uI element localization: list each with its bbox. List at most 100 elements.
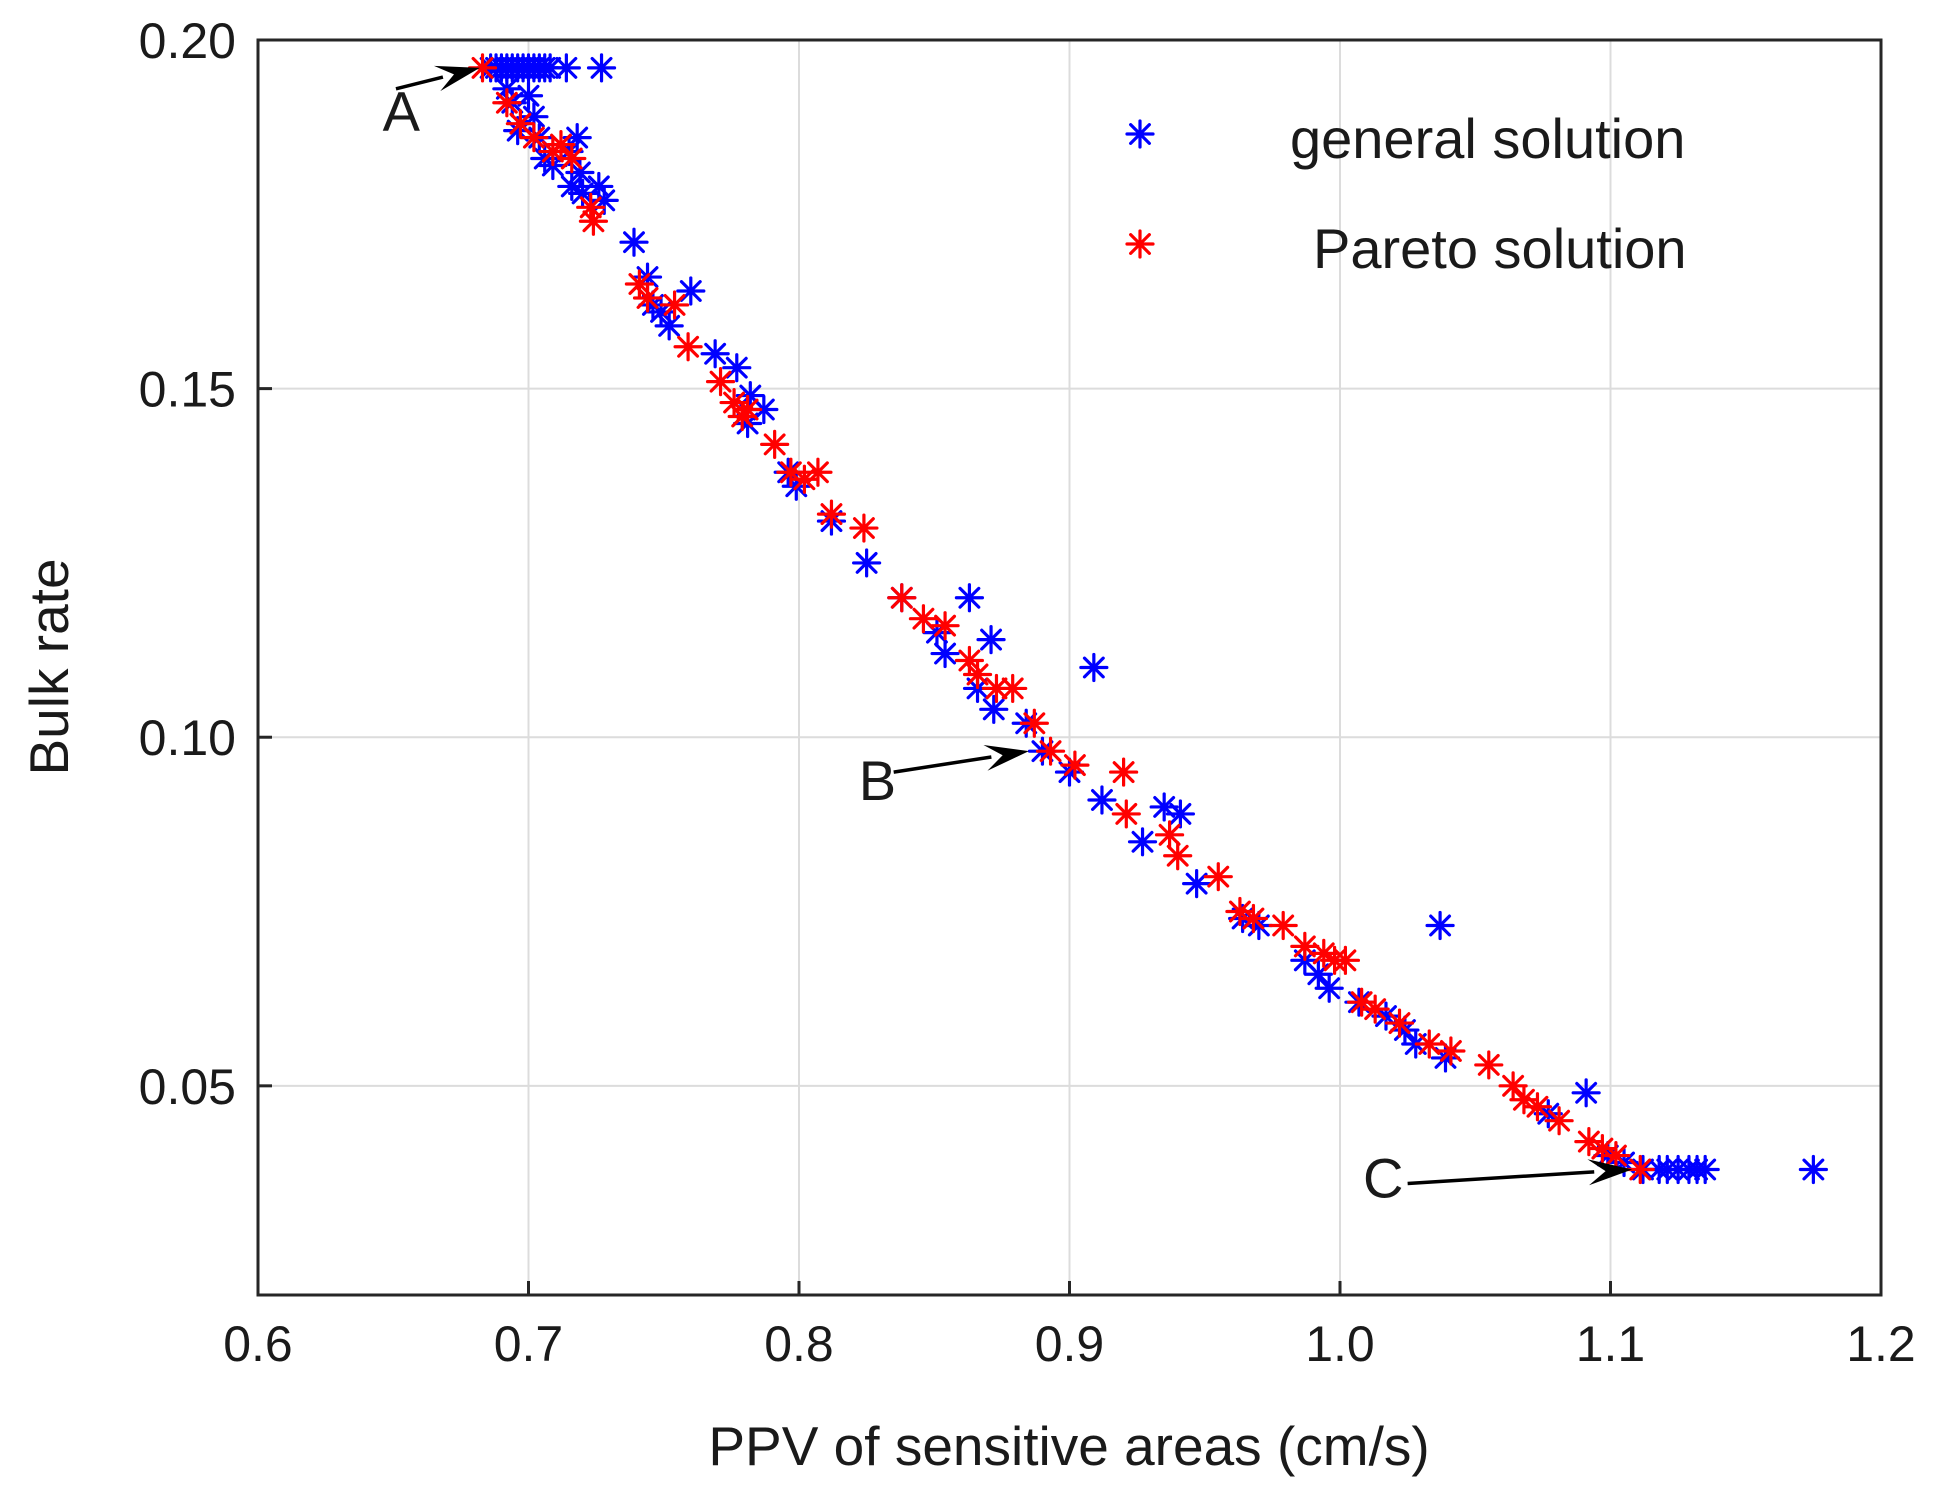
annotation-label: A: [383, 80, 421, 143]
data-point: [722, 353, 752, 383]
legend-asterisk: [1125, 229, 1155, 259]
data-series: [467, 53, 1828, 1185]
data-point: [1509, 1085, 1539, 1115]
legend-label-pareto-solution: Pareto solution: [1313, 217, 1687, 280]
annotation-arrowhead: [983, 745, 1029, 771]
legend-asterisk: [1125, 119, 1155, 149]
y-tick-label: 0.15: [139, 362, 236, 418]
legend: general solution Pareto solution: [1125, 107, 1687, 280]
data-point: [1019, 708, 1049, 738]
data-point: [1574, 1127, 1604, 1157]
data-point: [1225, 896, 1255, 927]
data-point: [492, 88, 522, 118]
annotation-arrowhead: [433, 65, 480, 92]
x-tick-label: 0.7: [494, 1316, 564, 1372]
annotation-arrow-shaft: [893, 755, 992, 774]
x-tick-label: 1.1: [1576, 1316, 1646, 1372]
legend-marker-pareto-solution: [1125, 229, 1155, 259]
data-point: [586, 53, 617, 83]
data-point: [976, 625, 1006, 655]
data-point: [1238, 903, 1269, 934]
data-point: [887, 583, 917, 613]
data-point: [1571, 1078, 1601, 1108]
x-tick-label: 1.0: [1305, 1316, 1375, 1372]
x-axis-title: PPV of sensitive areas (cm/s): [708, 1415, 1429, 1477]
annotation-b: B: [859, 745, 1029, 812]
data-point: [1544, 1106, 1574, 1136]
data-point: [1436, 1036, 1466, 1066]
data-point: [1798, 1154, 1828, 1185]
y-tick-label: 0.05: [139, 1059, 236, 1115]
data-point: [1690, 1154, 1720, 1185]
annotation-label: C: [1363, 1146, 1403, 1209]
x-tick-label: 0.9: [1035, 1316, 1105, 1372]
data-point: [705, 367, 736, 397]
data-point: [849, 513, 879, 543]
data-point: [1474, 1050, 1504, 1080]
y-tick-label: 0.20: [139, 13, 236, 69]
data-point: [546, 129, 576, 160]
data-point: [954, 583, 985, 613]
data-point: [619, 227, 649, 257]
data-point: [852, 548, 882, 578]
x-tick-label: 1.2: [1846, 1316, 1916, 1372]
annotations: A B C: [383, 65, 1633, 1209]
data-point: [981, 673, 1012, 704]
data-point: [1163, 841, 1193, 871]
annotation-arrow-shaft: [1407, 1170, 1595, 1186]
data-point: [576, 192, 606, 222]
data-point: [979, 694, 1009, 724]
data-point: [930, 638, 960, 669]
data-point: [676, 276, 706, 306]
annotation-label: B: [859, 749, 896, 812]
ticks: 0.6 0.7 0.8 0.9 1.0 1.1 1.2 0.05 0.10 0.15 0.20: [139, 13, 1916, 1372]
x-tick-label: 0.8: [764, 1316, 834, 1372]
data-point: [760, 429, 790, 459]
data-point: [1111, 799, 1141, 829]
data-point: [1268, 910, 1298, 941]
data-point: [589, 185, 619, 215]
data-point: [1290, 931, 1320, 961]
data-point: [1347, 987, 1377, 1017]
data-point: [673, 332, 703, 362]
data-point: [551, 53, 581, 83]
data-point: [1203, 862, 1233, 892]
data-point: [1035, 736, 1066, 766]
annotation-arrow-shaft: [395, 75, 444, 91]
data-point: [1601, 1140, 1631, 1171]
data-point: [1127, 827, 1158, 857]
legend-label-general-solution: general solution: [1290, 107, 1685, 170]
data-point: [962, 659, 993, 690]
data-point: [908, 604, 939, 634]
data-point: [1303, 959, 1333, 989]
data-point: [513, 81, 544, 111]
annotation-a: A: [383, 65, 480, 143]
legend-marker-general-solution: [1125, 119, 1155, 149]
annotation-c: C: [1363, 1146, 1633, 1209]
data-point: [1498, 1071, 1528, 1101]
data-point: [700, 339, 730, 369]
data-point: [1087, 785, 1117, 815]
data-point: [1079, 652, 1109, 683]
data-point: [557, 143, 587, 174]
annotation-arrowhead: [1587, 1159, 1633, 1186]
data-point: [803, 457, 833, 487]
data-point: [1154, 820, 1185, 850]
data-point: [816, 499, 847, 529]
data-point: [1587, 1133, 1617, 1164]
data-point: [1330, 945, 1361, 975]
y-tick-label: 0.10: [139, 710, 236, 766]
data-point: [567, 178, 598, 208]
data-point: [1414, 1029, 1444, 1059]
data-point: [578, 206, 609, 236]
data-point: [654, 311, 684, 341]
data-point: [733, 394, 763, 425]
data-point: [1314, 973, 1344, 1003]
data-point: [930, 611, 960, 641]
series-pareto-solution: [467, 53, 1655, 1185]
data-point: [1060, 750, 1090, 780]
data-point: [1425, 910, 1455, 941]
data-point: [789, 464, 820, 494]
data-point: [1522, 1092, 1553, 1122]
